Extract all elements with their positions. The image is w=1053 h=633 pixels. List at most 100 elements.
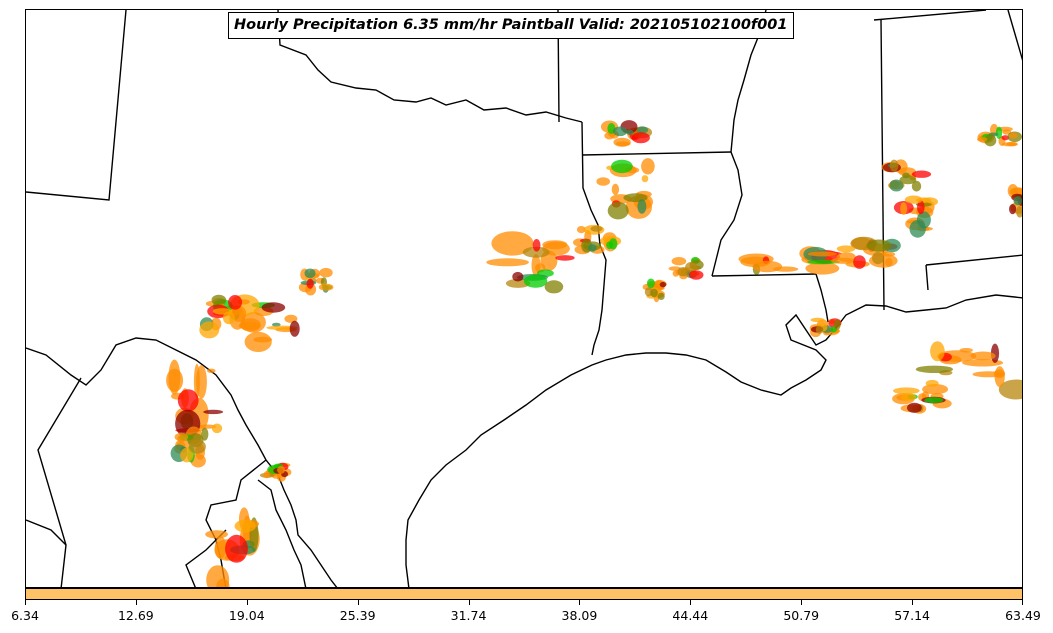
precip-paintball (866, 239, 892, 252)
precip-paintball (904, 195, 923, 204)
precip-paintball (1001, 135, 1010, 141)
precip-paintball (977, 137, 988, 142)
precip-paintball (234, 519, 256, 533)
precip-paintball (907, 402, 922, 413)
colorbar-tick (135, 600, 137, 605)
precip-paintball (1002, 129, 1012, 135)
precip-paintball (587, 244, 597, 252)
map-panel (25, 9, 1023, 588)
precip-paintball (277, 466, 286, 474)
precip-paintball (607, 202, 629, 220)
precip-paintball (544, 280, 564, 294)
precip-paintball (872, 252, 884, 265)
precip-paintball (650, 288, 658, 298)
border-mexico-chihuahua (37, 377, 82, 587)
precip-paintball (646, 278, 655, 289)
border-nm-west (26, 10, 127, 201)
precip-paintball (902, 172, 910, 179)
precip-paintball (211, 294, 227, 305)
precip-paintball (253, 336, 272, 343)
precip-paintball (306, 278, 314, 289)
precip-paintball (177, 389, 199, 412)
precip-paintball (994, 366, 1005, 388)
precip-paintball (576, 226, 586, 234)
precip-paintball (805, 262, 840, 275)
colorbar-tick (357, 600, 359, 605)
map-canvas (26, 10, 1022, 587)
colorbar-tick-label: 38.09 (561, 608, 598, 623)
precip-paintball (201, 427, 209, 441)
border-florida-panhandle (925, 264, 929, 291)
precip-paintball (604, 132, 615, 140)
border-pearl-river (815, 273, 829, 323)
precip-paintball (807, 251, 838, 257)
border-mississippi-river (711, 10, 767, 277)
precip-paintball (657, 292, 665, 300)
precip-paintball (612, 126, 628, 137)
precip-paintball (959, 348, 973, 353)
colorbar-tick-label: 57.14 (894, 608, 931, 623)
precip-paintball (889, 159, 899, 172)
precip-paintball (174, 432, 188, 442)
border-louisiana-mississippi (711, 273, 817, 277)
precip-paintball (1016, 206, 1022, 218)
precip-paintball (613, 137, 631, 147)
precip-paintball (555, 255, 575, 261)
precip-paintball (596, 177, 610, 186)
border-arkansas-louisiana (581, 151, 732, 156)
precip-paintball (289, 320, 300, 337)
precip-paintball (885, 257, 893, 267)
precip-paintball (641, 175, 649, 183)
precip-paintball (263, 471, 270, 479)
precip-paintball (609, 238, 618, 250)
precip-paintball (611, 183, 620, 196)
precip-paintball (211, 423, 223, 434)
colorbar-tick (912, 600, 914, 605)
precip-paintball (228, 295, 243, 310)
precip-paintball (636, 126, 649, 134)
precip-paintball (214, 536, 227, 559)
precip-paintball (637, 199, 647, 214)
precip-paintball (1009, 204, 1017, 215)
precip-paintball (531, 254, 541, 277)
precip-paintball (205, 530, 229, 539)
precip-paintball (752, 260, 783, 273)
border-mexico-tamaulipas (257, 479, 307, 587)
state-boundaries (26, 10, 1022, 587)
precip-paintball (196, 365, 207, 399)
border-alabama-georgia (1007, 10, 1022, 61)
precip-paintball (304, 268, 316, 279)
precip-paintball (188, 439, 206, 454)
precip-paintball (641, 158, 655, 175)
precip-paintball (925, 379, 939, 387)
map-title: Hourly Precipitation 6.35 mm/hr Paintbal… (228, 12, 794, 39)
precip-paintball (203, 409, 224, 415)
precip-paintball (216, 578, 230, 587)
precip-paintball (900, 202, 908, 215)
precip-paintball (810, 317, 825, 323)
precip-paintball (922, 384, 949, 395)
colorbar-tick-label: 19.04 (228, 608, 265, 623)
colorbar-tick (690, 600, 692, 605)
border-mexico-sinaloa (185, 529, 227, 587)
colorbar-tick (246, 600, 248, 605)
precip-paintball (239, 318, 261, 332)
precip-paintball (924, 397, 944, 404)
precip-paintball (930, 341, 945, 362)
colorbar-tick-label: 44.44 (672, 608, 709, 623)
precip-paintball (180, 447, 194, 463)
precip-paintball (833, 319, 841, 330)
precip-paintball (491, 231, 534, 256)
precip-paintball (261, 302, 286, 313)
precip-paintball (318, 283, 334, 291)
colorbar-tick (25, 600, 26, 605)
precip-paintball (512, 271, 524, 282)
colorbar-tick-label: 12.69 (117, 608, 154, 623)
border-texas-louisiana (581, 121, 607, 356)
precip-paintball (319, 267, 333, 278)
colorbar-tick-label: 25.39 (339, 608, 376, 623)
precip-paintball (659, 281, 667, 288)
colorbar-tick-label: 50.79 (783, 608, 820, 623)
precip-paintball (911, 170, 932, 178)
border-oklahoma-texas (277, 10, 583, 123)
